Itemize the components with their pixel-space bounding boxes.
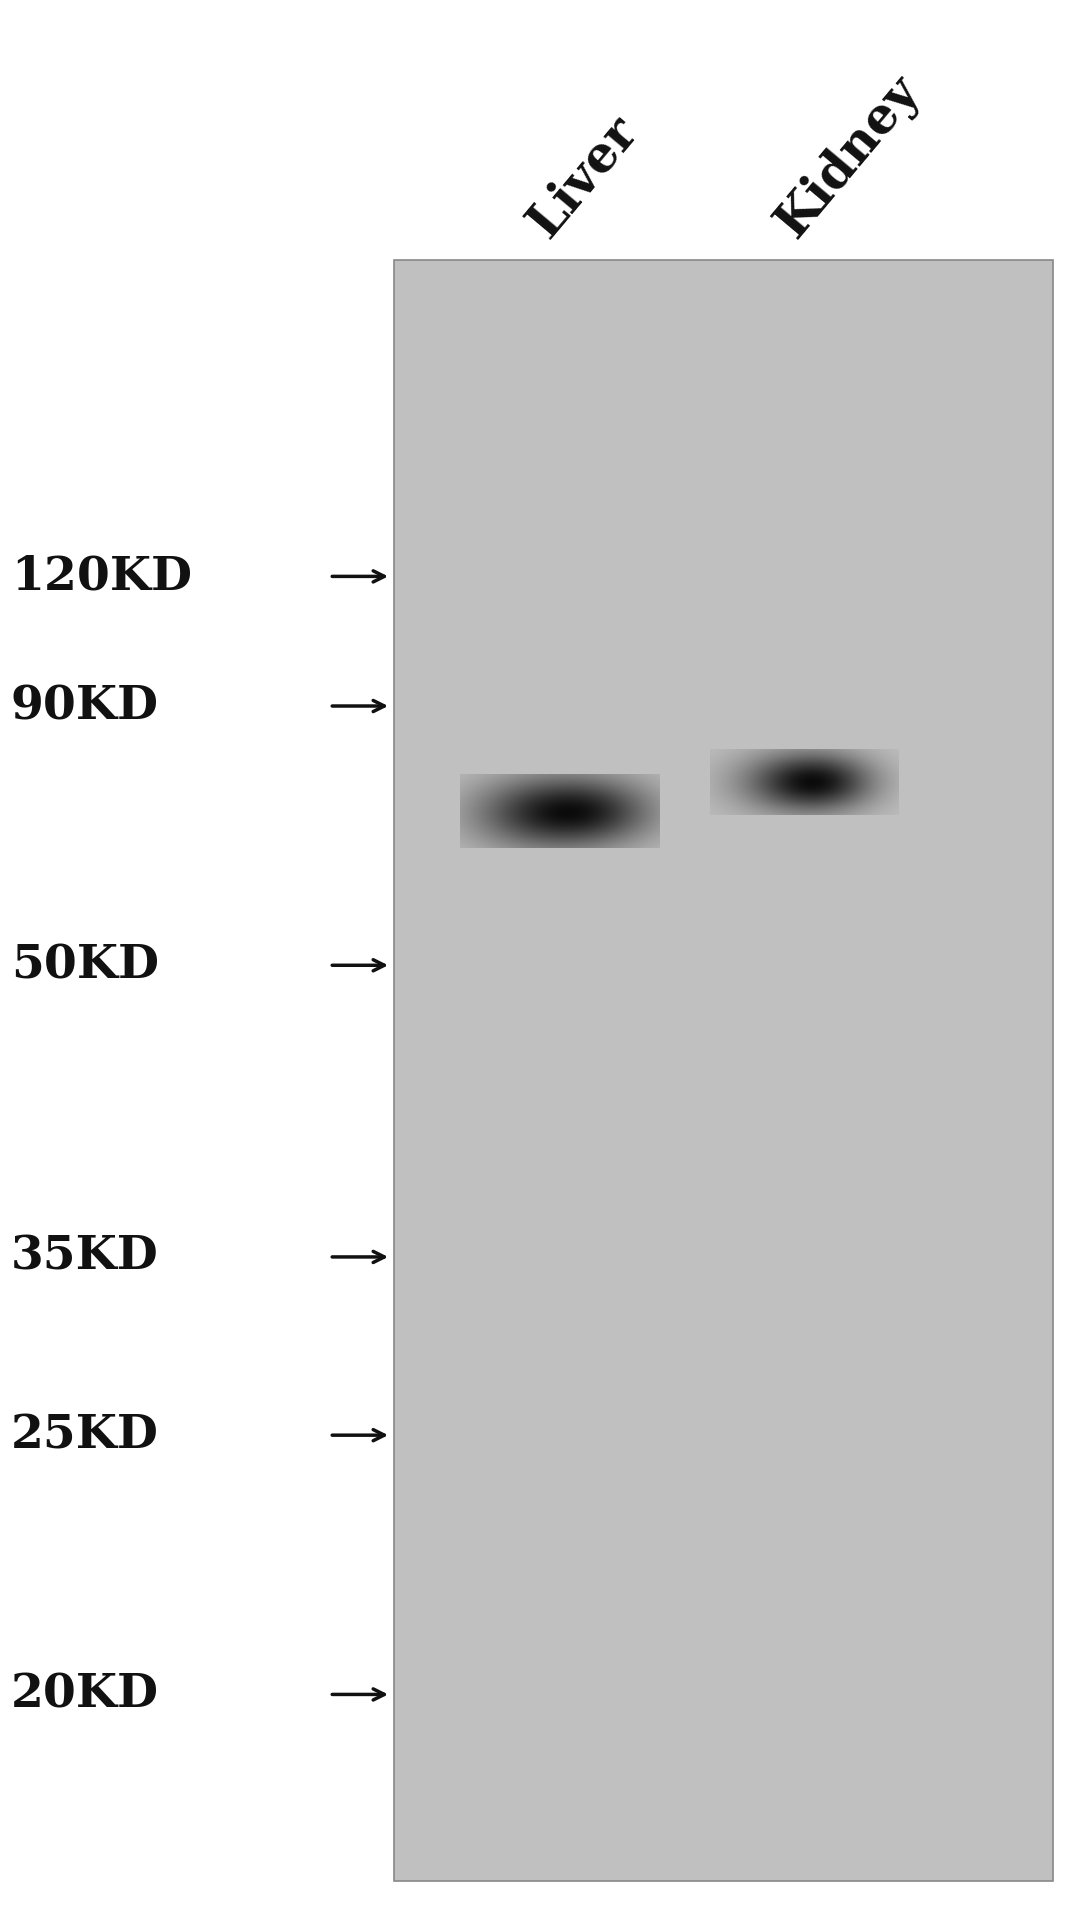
Text: 50KD: 50KD bbox=[11, 941, 159, 988]
Text: Kidney: Kidney bbox=[767, 66, 930, 247]
Text: Liver: Liver bbox=[518, 106, 647, 247]
Text: 20KD: 20KD bbox=[11, 1671, 159, 1717]
Text: 120KD: 120KD bbox=[11, 554, 192, 600]
Text: 90KD: 90KD bbox=[11, 683, 159, 729]
Text: 35KD: 35KD bbox=[11, 1235, 159, 1281]
Text: 25KD: 25KD bbox=[11, 1412, 159, 1458]
Bar bbox=[394, 260, 1053, 1881]
